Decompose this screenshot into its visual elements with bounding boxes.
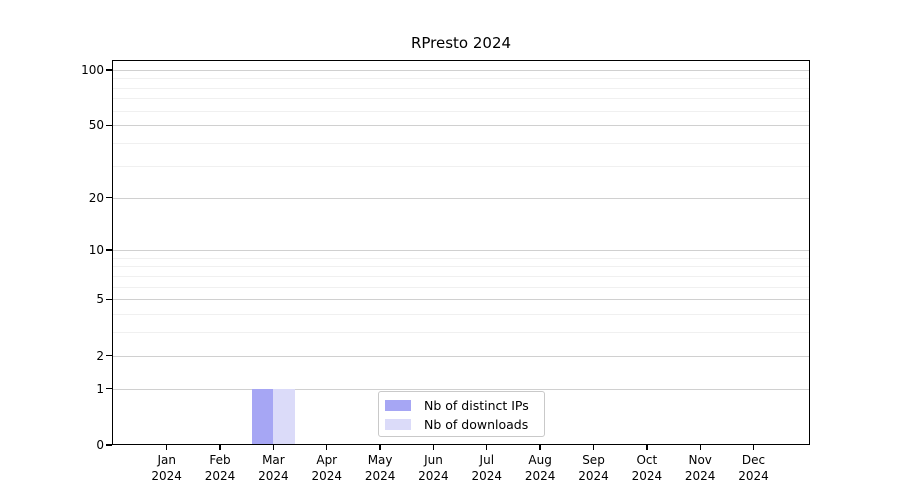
x-tick-label: Jul 2024 <box>471 453 503 483</box>
major-gridline <box>112 125 810 127</box>
x-tick-label: Mar 2024 <box>258 453 289 483</box>
minor-gridline <box>112 87 810 89</box>
y-tick-label: 2 <box>96 348 104 363</box>
chart-title: RPresto 2024 <box>410 34 512 52</box>
y-tick-label: 20 <box>88 190 104 205</box>
major-gridline <box>112 355 810 357</box>
x-tick-label: Aug 2024 <box>524 453 556 483</box>
legend-label: Nb of distinct IPs <box>424 398 529 413</box>
legend-swatch <box>385 419 411 430</box>
minor-gridline <box>112 286 810 288</box>
major-gridline <box>112 69 810 71</box>
x-tick-label: Oct 2024 <box>631 453 663 483</box>
x-tick-mark <box>379 445 381 450</box>
x-tick-label: Jan 2024 <box>151 453 182 483</box>
x-tick-mark <box>326 445 328 450</box>
minor-gridline <box>112 165 810 167</box>
major-gridline <box>112 388 810 390</box>
legend-item: Nb of distinct IPs <box>379 396 544 415</box>
minor-gridline <box>112 314 810 316</box>
legend-label: Nb of downloads <box>424 417 529 432</box>
x-tick-label: Apr 2024 <box>311 453 343 483</box>
legend-swatch <box>385 400 411 411</box>
bar-mar-distinct-ips <box>251 388 274 445</box>
bar-mar-downloads <box>273 388 295 445</box>
x-tick-mark <box>699 445 701 450</box>
legend: Nb of distinct IPs Nb of downloads <box>378 391 545 437</box>
major-gridline <box>112 250 810 252</box>
minor-gridline <box>112 332 810 334</box>
x-tick-label: Sep 2024 <box>578 453 609 483</box>
x-tick-mark <box>646 445 648 450</box>
major-gridline <box>112 197 810 199</box>
x-tick-mark <box>539 445 541 450</box>
minor-gridline <box>112 275 810 277</box>
x-tick-mark <box>592 445 595 450</box>
x-tick-label: May 2024 <box>364 453 396 483</box>
plot-area <box>112 60 810 445</box>
y-tick-label: 50 <box>88 118 104 133</box>
major-gridline <box>112 299 810 301</box>
y-tick-label: 0 <box>96 438 104 452</box>
minor-gridline <box>112 78 810 80</box>
y-tick-label: 5 <box>96 292 104 307</box>
x-tick-mark <box>272 445 275 450</box>
x-tick-mark <box>752 445 755 450</box>
x-tick-mark <box>486 445 488 450</box>
x-tick-label: Feb 2024 <box>204 453 236 483</box>
y-tick-label: 10 <box>88 243 104 258</box>
x-tick-label: Dec 2024 <box>738 453 769 483</box>
minor-gridline <box>112 98 810 100</box>
x-tick-mark <box>432 445 435 450</box>
minor-gridline <box>112 257 810 259</box>
minor-gridline <box>112 143 810 145</box>
x-tick-label: Jun 2024 <box>418 453 449 483</box>
legend-item: Nb of downloads <box>379 415 544 434</box>
y-tick-label: 100 <box>81 62 104 77</box>
minor-gridline <box>112 266 810 268</box>
y-tick-label: 1 <box>96 381 104 396</box>
x-tick-mark <box>166 445 168 450</box>
x-tick-mark <box>219 445 221 450</box>
minor-gridline <box>112 110 810 112</box>
x-tick-label: Nov 2024 <box>684 453 716 483</box>
